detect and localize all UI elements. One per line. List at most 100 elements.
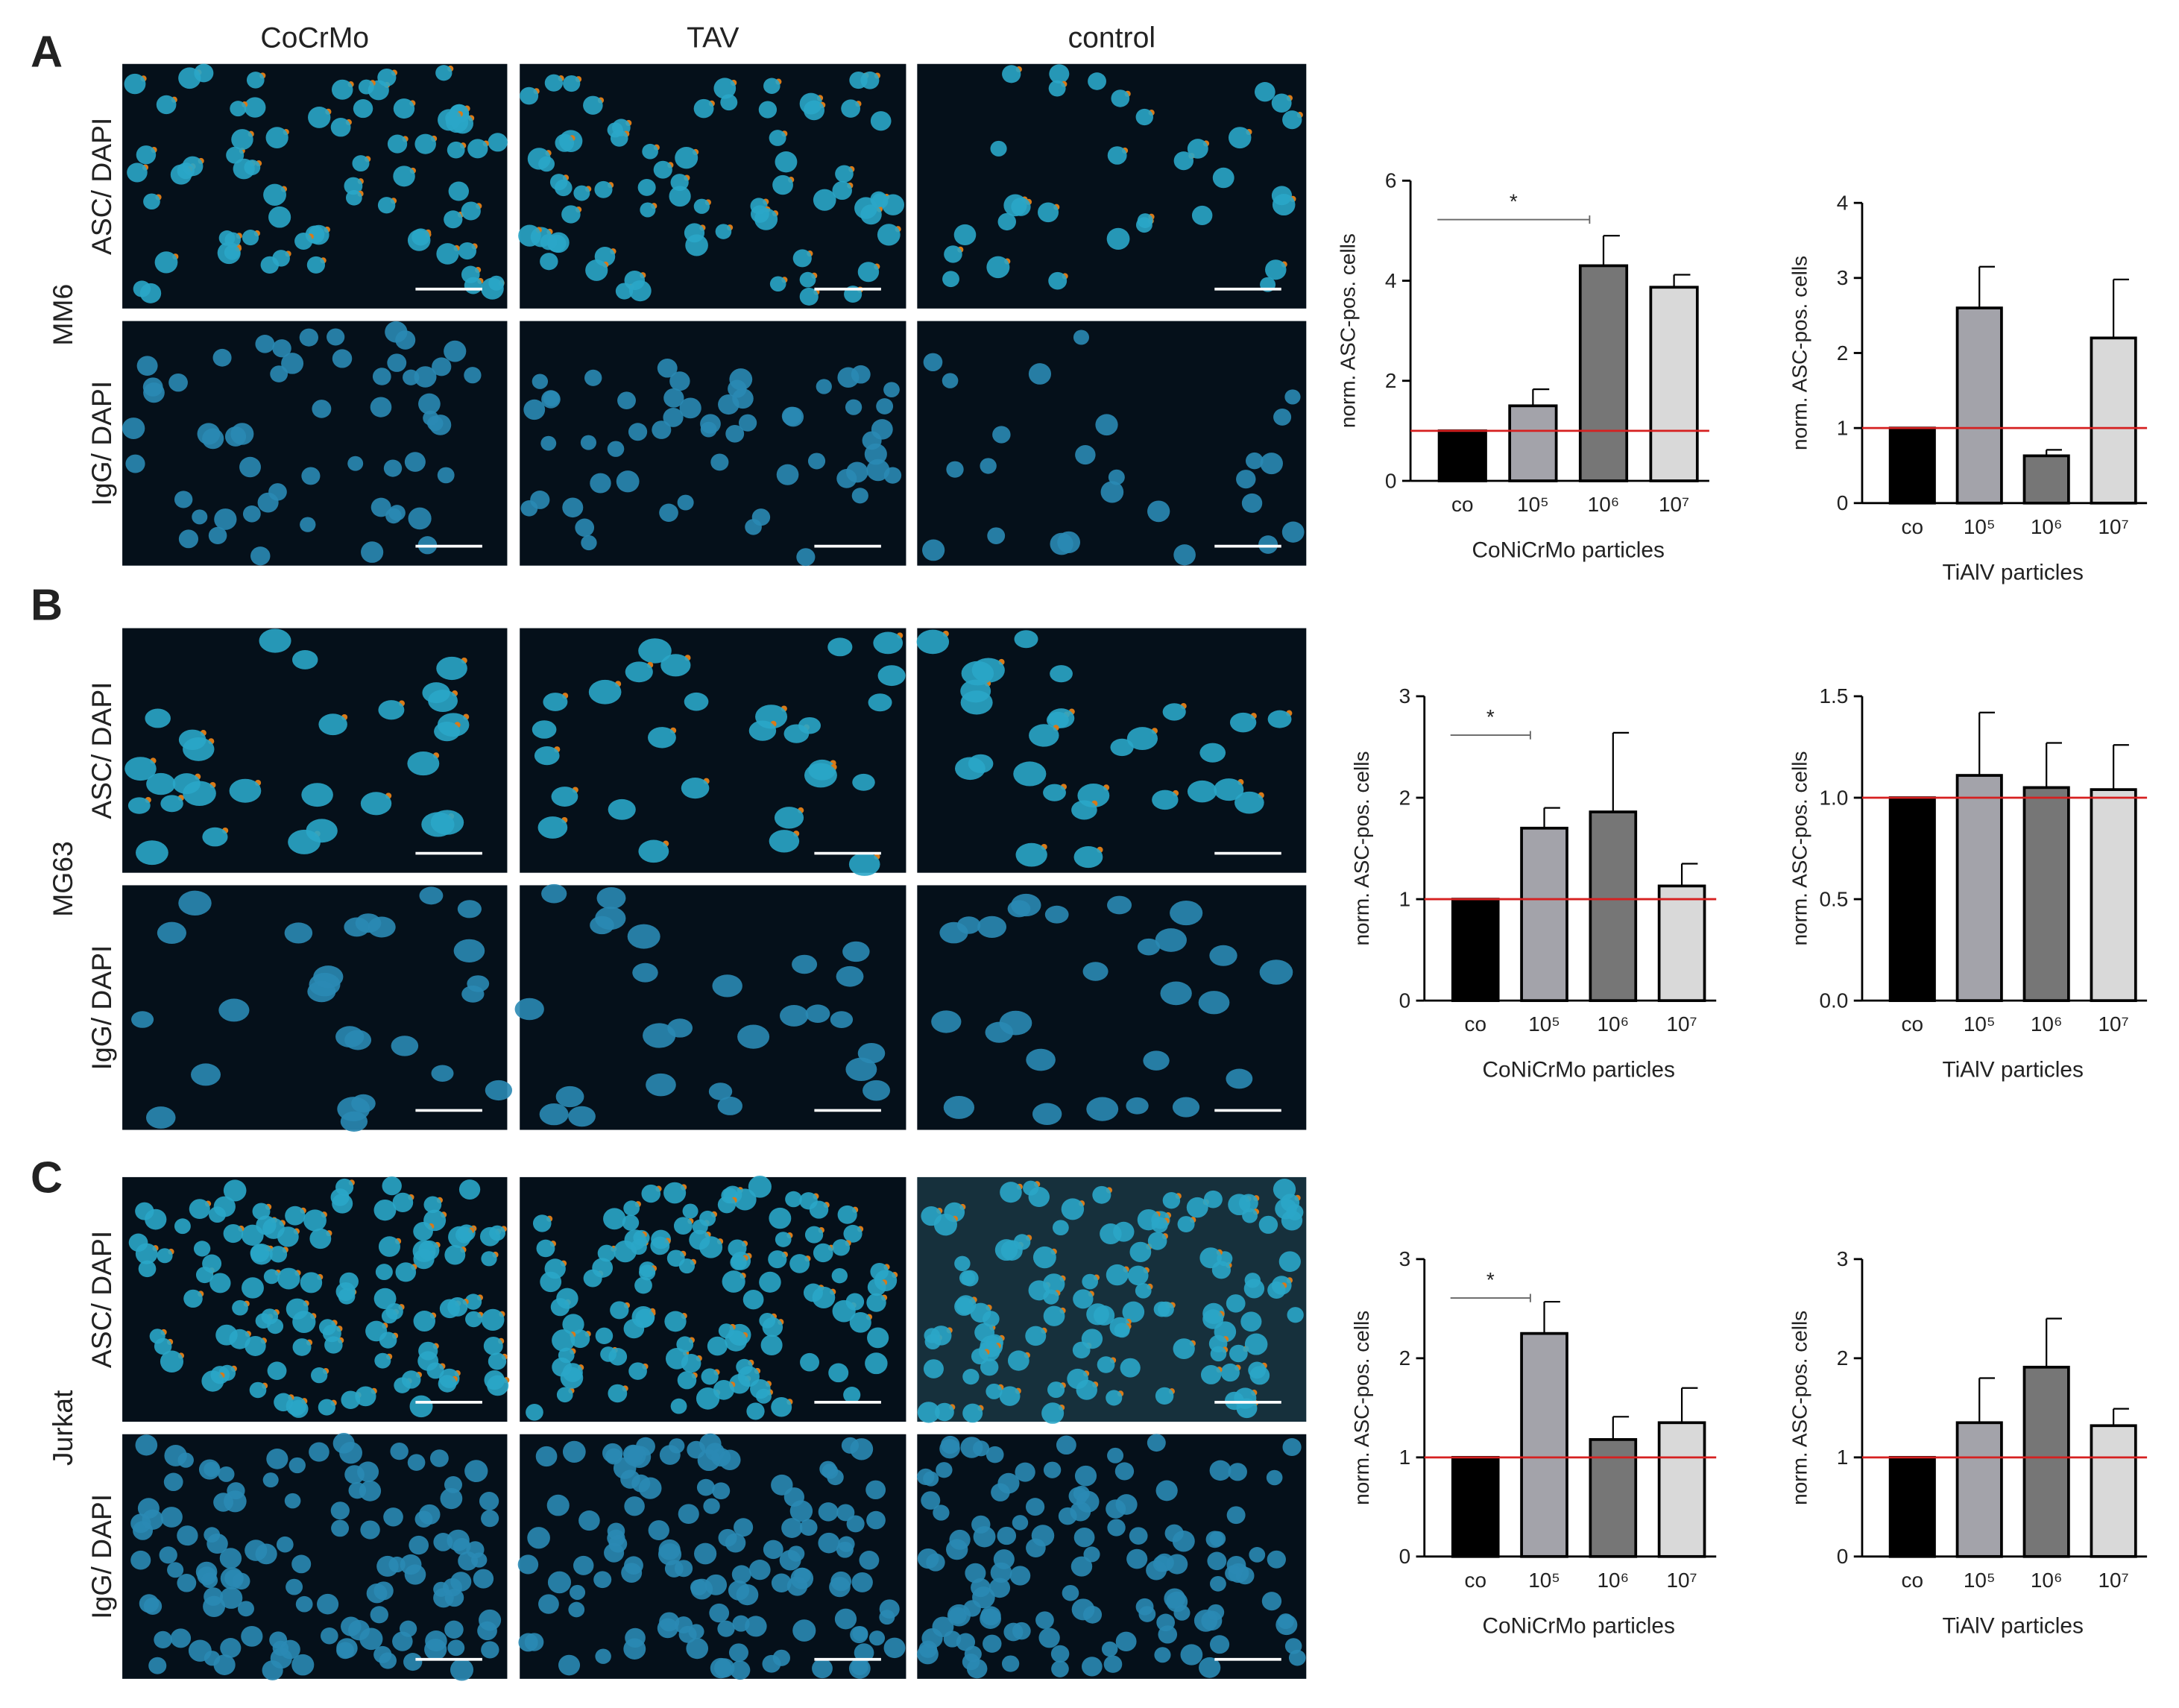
cell-nucleus — [1210, 1575, 1226, 1592]
cell-nucleus — [585, 259, 608, 281]
cell-nucleus — [965, 1563, 986, 1583]
cell-nucleus — [536, 1239, 555, 1258]
cell-nucleus — [159, 1546, 177, 1564]
cell-nucleus — [128, 1233, 148, 1252]
cell-nucleus — [674, 1616, 693, 1634]
cell-nucleus — [1049, 64, 1070, 83]
cell-nucleus — [301, 783, 333, 807]
cell-nucleus — [223, 1223, 244, 1244]
cell-nucleus — [1160, 981, 1192, 1006]
cell-nucleus — [261, 1308, 279, 1325]
cell-nucleus — [674, 1560, 693, 1578]
cell-nucleus — [262, 1660, 283, 1680]
cell-nucleus — [1015, 1462, 1035, 1482]
cell-nucleus — [366, 1583, 388, 1604]
cell-nucleus — [631, 1474, 651, 1493]
cell-nucleus — [1267, 1550, 1286, 1569]
cell-nucleus — [857, 1043, 886, 1064]
stain-label: IgG/ DAPI — [86, 1494, 117, 1619]
cell-nucleus — [193, 1241, 211, 1257]
cell-nucleus — [1023, 1180, 1039, 1196]
cell-nucleus — [307, 980, 336, 1003]
bar — [1955, 306, 2003, 505]
cell-nucleus — [867, 1278, 886, 1296]
cell-nucleus — [244, 97, 266, 118]
cell-nucleus — [963, 1600, 981, 1617]
cell-nucleus — [772, 174, 793, 195]
cell-nucleus — [458, 242, 477, 260]
cell-nucleus — [699, 1210, 716, 1226]
cell-nucleus — [1025, 1498, 1045, 1516]
cell-nucleus — [610, 1301, 629, 1320]
cell-nucleus — [1229, 712, 1257, 733]
cell-nucleus — [1057, 531, 1081, 553]
micrograph — [916, 628, 1307, 873]
micrograph — [520, 1176, 906, 1422]
cell-nucleus — [946, 461, 964, 478]
cell-nucleus — [632, 962, 658, 983]
cell-nucleus — [393, 98, 415, 119]
micrograph — [917, 63, 1307, 309]
cell-nucleus — [623, 1319, 645, 1339]
cell-nucleus — [1147, 1232, 1167, 1250]
cell-nucleus — [332, 1193, 353, 1214]
bar — [1437, 429, 1487, 482]
significance-label: * — [1510, 190, 1518, 213]
cell-nucleus — [344, 1465, 365, 1484]
cell-nucleus — [816, 379, 832, 394]
x-axis-label: CoNiCrMo particles — [1482, 1613, 1674, 1638]
column-header: TAV — [687, 22, 739, 54]
cell-nucleus — [1172, 1530, 1195, 1552]
cell-nucleus — [768, 1250, 787, 1269]
cell-nucleus — [534, 746, 560, 766]
cell-nucleus — [722, 1270, 745, 1293]
cell-nucleus — [1126, 1097, 1149, 1115]
cell-nucleus — [782, 406, 804, 427]
cell-nucleus — [638, 638, 672, 664]
cell-nucleus — [1259, 959, 1293, 985]
cell-nucleus — [274, 1393, 294, 1412]
cell-nucleus — [432, 357, 452, 376]
cell-nucleus — [700, 414, 721, 434]
cell-nucleus — [746, 1402, 765, 1420]
cell-nucleus — [418, 1504, 441, 1525]
cell-nucleus — [543, 693, 568, 711]
cell-nucleus — [1258, 1215, 1278, 1234]
cell-nucleus — [775, 1232, 792, 1247]
cell-nucleus — [832, 180, 852, 201]
bar — [1508, 404, 1558, 482]
cell-nucleus — [728, 1643, 748, 1663]
cell-nucleus — [1202, 1309, 1224, 1329]
cell-nucleus — [573, 185, 590, 201]
cell-nucleus — [277, 1267, 300, 1290]
cell-nucleus — [163, 1472, 183, 1492]
y-tick-label: 1.5 — [1819, 684, 1848, 708]
bar-chart: 0 1 2 3 4 co 10⁵ 10⁶ 10⁷ TiAlV particles norm. ASC… — [1788, 191, 2148, 584]
cell-nucleus — [779, 1004, 809, 1027]
bar-chart: 0.0 0.5 1.0 1.5 co 10⁵ 10⁶ 10⁷ TiAlV particles no… — [1788, 684, 2148, 1083]
cell-nucleus — [758, 101, 778, 119]
cell-nucleus — [214, 508, 237, 530]
cell-nucleus — [771, 1573, 792, 1592]
cell-nucleus — [608, 1384, 628, 1403]
cell-nucleus — [652, 420, 672, 439]
cell-nucleus — [1026, 1538, 1046, 1557]
cell-nucleus — [177, 1574, 197, 1592]
cell-nucleus — [748, 720, 777, 741]
cell-nucleus — [1062, 1584, 1079, 1601]
cell-nucleus — [678, 1258, 696, 1274]
cell-nucleus — [464, 367, 482, 384]
y-tick-label: 3 — [1837, 1247, 1849, 1270]
cell-nucleus — [532, 1214, 552, 1232]
cell-nucleus — [223, 1179, 247, 1202]
cell-nucleus — [1107, 1447, 1124, 1463]
cell-nucleus — [974, 1323, 995, 1343]
micrograph-bg — [917, 321, 1307, 566]
cell-nucleus — [224, 245, 241, 260]
cell-nucleus — [836, 965, 864, 987]
cell-nucleus — [959, 1270, 976, 1286]
cell-nucleus — [431, 1065, 454, 1082]
cell-nucleus — [1035, 1611, 1054, 1629]
cell-nucleus — [1261, 1592, 1282, 1611]
cell-nucleus — [544, 74, 564, 92]
